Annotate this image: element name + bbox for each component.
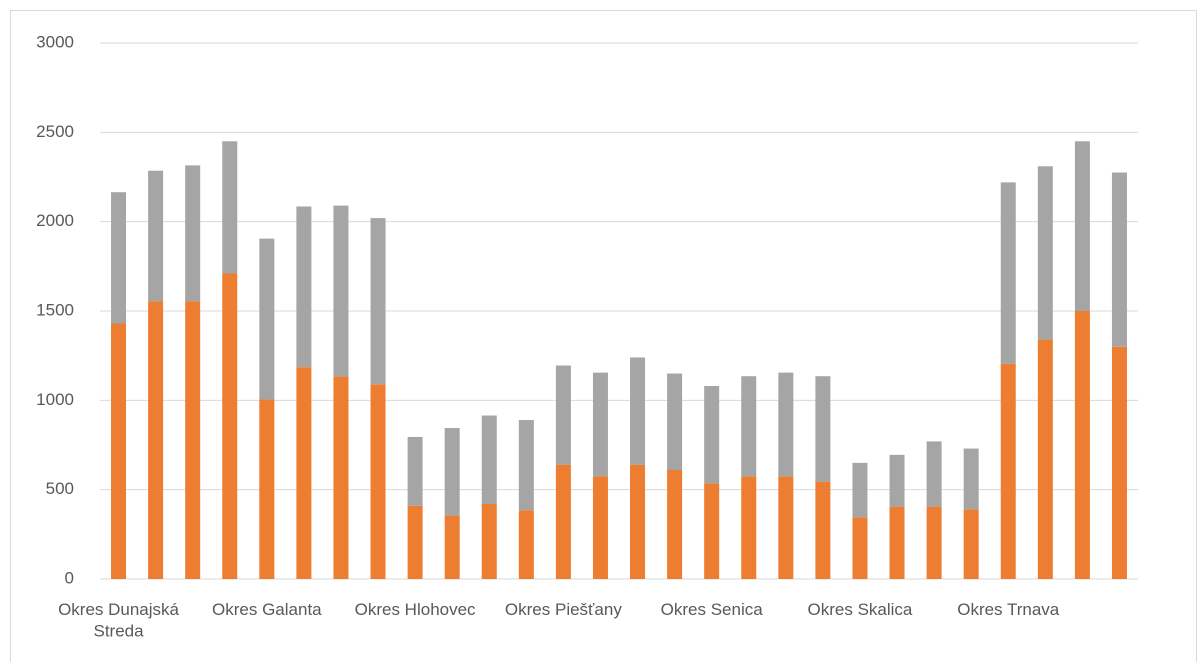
bar-segment — [926, 506, 942, 579]
bar-segment — [926, 441, 942, 507]
bar-segment — [592, 476, 608, 579]
bar-segment — [1111, 172, 1127, 347]
x-tick-label: Okres Senica — [661, 600, 764, 619]
bar-segment — [148, 170, 164, 302]
bar-segment — [222, 273, 238, 579]
y-tick-label: 1000 — [36, 390, 74, 409]
bar-segment — [592, 372, 608, 477]
bar-segment — [296, 206, 312, 368]
x-tick-label: Okres Piešťany — [505, 600, 622, 619]
bar-segment — [444, 428, 460, 516]
bar-segment — [741, 376, 757, 477]
bar-segment — [889, 454, 905, 507]
bar-segment — [518, 510, 534, 579]
x-tick-label: Okres Skalica — [808, 600, 913, 619]
y-tick-label: 1500 — [36, 300, 74, 319]
bar-segment — [481, 503, 497, 579]
bar-segment — [407, 505, 423, 579]
bar-segment — [889, 506, 905, 579]
bar-segment — [222, 141, 238, 274]
bar-segment — [815, 376, 831, 482]
bar-segment — [148, 301, 164, 579]
bar-segment — [963, 448, 979, 510]
bar-segment — [1000, 182, 1016, 364]
y-tick-label: 0 — [65, 568, 74, 587]
bar-segment — [259, 238, 275, 400]
y-tick-label: 3000 — [36, 32, 74, 51]
bar-segment — [518, 419, 534, 511]
bar-segment — [1074, 141, 1090, 311]
bar-segment — [704, 483, 720, 579]
bar-segment — [778, 372, 794, 477]
bar-segment — [667, 470, 683, 579]
bar-segment — [1111, 346, 1127, 579]
x-tick-label: Okres Dunajská Streda — [58, 600, 179, 640]
bar-segment — [778, 476, 794, 579]
bar-segment — [555, 365, 571, 465]
bar-segment — [963, 509, 979, 579]
y-tick-label: 2500 — [36, 122, 74, 141]
bar-segment — [333, 205, 349, 377]
bar-segment — [333, 376, 349, 579]
x-tick-label: Okres Trnava — [957, 600, 1060, 619]
bar-segment — [1000, 363, 1016, 579]
bar-segment — [259, 399, 275, 579]
bar-segment — [296, 367, 312, 579]
bar-segment — [185, 301, 201, 579]
bar-segment — [185, 165, 201, 302]
bar-segment — [555, 464, 571, 579]
bar-segment — [481, 415, 497, 504]
bar-segment — [852, 517, 868, 579]
bar-segment — [111, 323, 127, 579]
x-tick-label: Okres Galanta — [212, 600, 322, 619]
y-tick-label: 2000 — [36, 211, 74, 230]
bar-segment — [1037, 166, 1053, 340]
bar-segment — [852, 462, 868, 518]
y-tick-label: 500 — [46, 479, 74, 498]
bar-segment — [370, 218, 386, 385]
bar-segment — [1074, 311, 1090, 579]
bar-segment — [630, 357, 646, 465]
bar-segment — [370, 384, 386, 579]
bar-segment — [111, 192, 127, 324]
bar-segment — [815, 481, 831, 579]
bar-segment — [704, 386, 720, 484]
bar-segment — [630, 464, 646, 579]
bar-segment — [407, 436, 423, 506]
bar-segment — [444, 515, 460, 579]
bar-segment — [741, 476, 757, 579]
x-tick-label: Okres Hlohovec — [355, 600, 476, 619]
bar-segment — [667, 373, 683, 471]
bar-segment — [1037, 339, 1053, 579]
